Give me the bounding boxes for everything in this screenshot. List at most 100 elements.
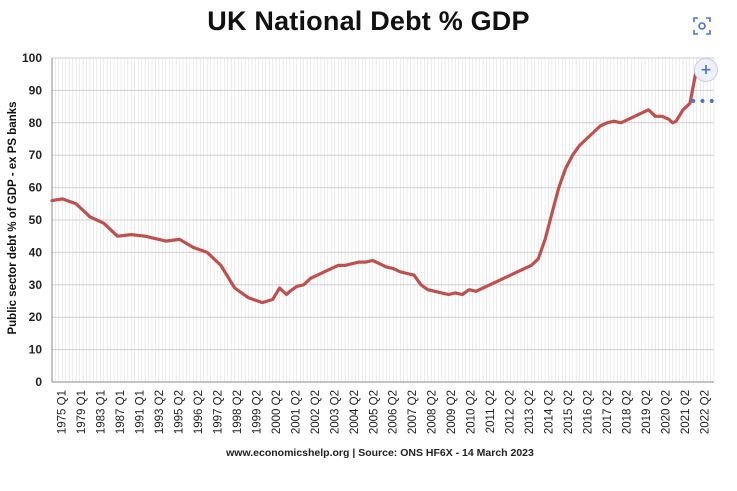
- x-tick-label: 2002 Q2: [310, 390, 322, 434]
- x-tick-labels: 1975 Q1 1979 Q1 1983 Q1 1987 Q1 1991 Q1 1993 …: [57, 390, 712, 434]
- y-axis-label: Public sector debt % of GDP - ex PS bank…: [7, 101, 19, 335]
- data-point: [682, 108, 684, 111]
- data-point: [620, 121, 622, 124]
- data-point: [302, 283, 305, 286]
- data-point: [633, 115, 636, 118]
- data-point: [289, 290, 291, 293]
- x-tick-label: 1993 Q2: [154, 390, 166, 434]
- zoom-in-icon[interactable]: +: [694, 58, 718, 82]
- more-options-icon[interactable]: •••: [689, 94, 717, 110]
- x-tick-label: 2022 Q2: [699, 390, 711, 434]
- data-point: [502, 277, 505, 280]
- data-point: [640, 112, 643, 114]
- data-point: [482, 287, 484, 289]
- data-point: [51, 199, 53, 202]
- data-point: [509, 274, 512, 276]
- data-point: [364, 261, 367, 264]
- x-tick-label: 1983 Q1: [96, 390, 108, 434]
- data-point: [206, 251, 209, 254]
- data-point: [399, 270, 402, 273]
- data-point: [295, 285, 298, 288]
- data-point: [357, 261, 360, 264]
- data-point: [606, 121, 609, 124]
- data-point: [233, 287, 236, 289]
- data-point: [413, 274, 415, 276]
- data-point: [592, 131, 595, 134]
- data-point: [551, 212, 553, 215]
- data-point: [344, 264, 346, 267]
- x-tick-label: 1991 Q1: [135, 390, 147, 434]
- data-point: [688, 102, 691, 105]
- data-point: [316, 274, 319, 276]
- chart-title: UK National Debt % GDP: [207, 6, 530, 36]
- data-point: [271, 298, 274, 301]
- data-point: [261, 301, 264, 304]
- data-point: [116, 235, 119, 238]
- data-point: [599, 125, 602, 127]
- y-tick-label: 90: [29, 83, 43, 97]
- x-tick-label: 2010 Q2: [466, 390, 478, 434]
- x-tick-label: 1979 Q1: [76, 390, 88, 434]
- data-point: [330, 267, 333, 270]
- data-point: [454, 292, 457, 294]
- y-tick-label: 20: [29, 310, 43, 324]
- x-tick-label: 2014 Q2: [544, 390, 556, 434]
- data-point: [337, 264, 340, 267]
- data-point: [468, 288, 471, 291]
- x-tick-label: 1995 Q2: [174, 390, 186, 434]
- data-point: [516, 270, 519, 273]
- data-point: [523, 267, 526, 270]
- data-point: [585, 138, 588, 140]
- x-tick-label: 2004 Q2: [349, 390, 361, 434]
- series-layer: [50, 59, 713, 305]
- axes: [51, 58, 714, 383]
- data-point: [285, 293, 288, 296]
- x-tick-label: 2017 Q2: [602, 390, 614, 434]
- series-line: [50, 59, 713, 305]
- y-tick-label: 40: [29, 245, 43, 259]
- x-tick-label: 2015 Q2: [563, 390, 575, 434]
- data-point: [323, 270, 326, 273]
- data-point: [440, 292, 443, 294]
- data-point: [178, 238, 181, 241]
- x-tick-label: 2008 Q2: [427, 390, 439, 434]
- x-tick-label: 2003 Q2: [329, 390, 341, 434]
- data-point: [654, 115, 657, 118]
- y-tick-labels: 0 10 20 30 40 50 60 70 80 90 100: [22, 51, 42, 389]
- x-tick-label: 2018 Q2: [621, 390, 633, 434]
- data-point: [102, 222, 105, 225]
- data-point: [192, 246, 195, 249]
- visual-search-icon-glyph: [693, 17, 711, 35]
- visual-search-icon[interactable]: [690, 14, 714, 38]
- data-point: [661, 115, 664, 118]
- data-point: [461, 293, 464, 296]
- data-point: [75, 202, 78, 205]
- y-tick-label: 60: [29, 181, 43, 195]
- data-point: [447, 293, 450, 296]
- x-tick-label: 2013 Q2: [524, 390, 536, 434]
- x-tick-label: 2000 Q2: [271, 390, 283, 434]
- y-tick-label: 80: [29, 116, 43, 130]
- data-point: [309, 277, 312, 280]
- data-point: [247, 296, 250, 299]
- data-point: [647, 108, 650, 111]
- y-tick-label: 70: [29, 148, 43, 162]
- data-point: [406, 272, 409, 275]
- data-point: [220, 264, 222, 267]
- data-point: [578, 144, 581, 147]
- x-tick-label: 2019 Q2: [641, 390, 653, 434]
- gridlines: [51, 57, 715, 383]
- data-point: [164, 240, 167, 242]
- y-tick-label: 100: [22, 51, 42, 65]
- x-tick-label: 2001 Q2: [290, 390, 302, 434]
- data-point: [675, 120, 677, 123]
- data-point: [378, 262, 381, 265]
- data-point: [530, 264, 533, 267]
- data-point: [475, 290, 477, 293]
- data-point: [392, 267, 395, 270]
- x-tick-label: 2005 Q2: [368, 390, 380, 434]
- x-tick-label: 1998 Q2: [232, 390, 244, 434]
- data-point: [385, 266, 388, 268]
- data-point: [371, 259, 374, 262]
